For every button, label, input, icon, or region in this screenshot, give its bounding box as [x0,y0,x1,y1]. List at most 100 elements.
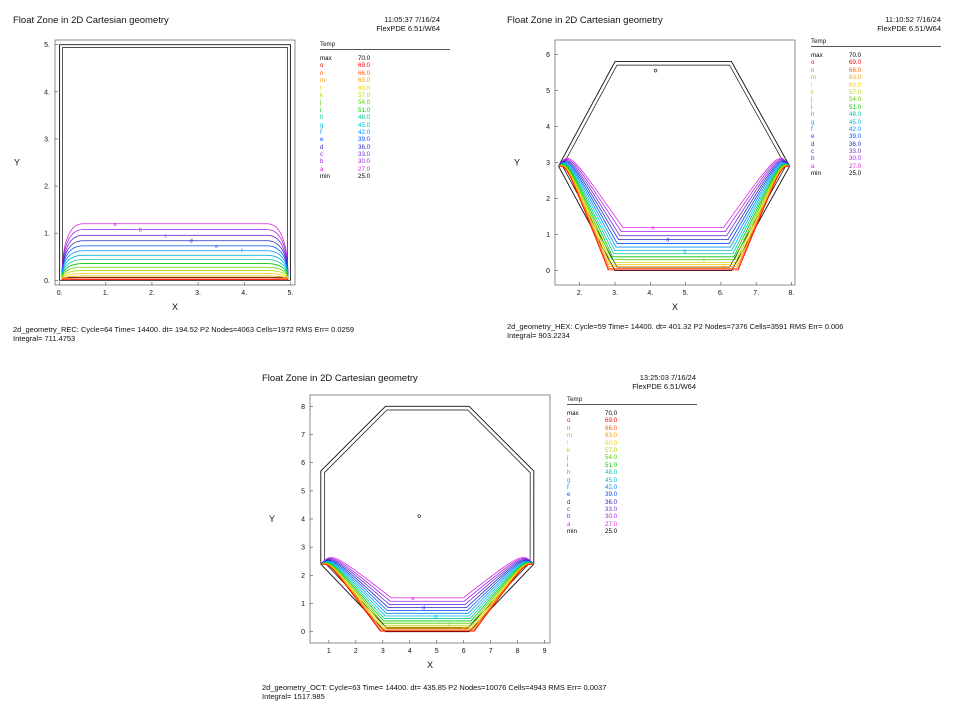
legend-value: 36.0 [358,143,371,151]
x-axis-label: X [427,660,433,670]
legend-row-h: h 48.0 [567,469,697,476]
contour-line-c [320,558,535,605]
contour-label: a [652,225,656,231]
legend-row-i: i 51.0 [811,104,941,111]
legend-value: 69.0 [605,417,618,425]
x-tick-label: 0. [57,290,63,297]
contour-line-a [61,223,289,280]
legend-value: 45.0 [849,118,862,126]
contour-label: c [164,233,167,239]
legend-key: b [811,155,815,163]
legend-row-o: o 69.0 [320,62,450,69]
legend-value: 36.0 [605,498,618,506]
y-tick-label: 3 [301,545,305,552]
legend-row-max: max 70.0 [811,52,941,59]
legend-row-l: l 60.0 [320,85,450,92]
contour-line-f [558,162,790,248]
x-tick-label: 5. [683,290,689,297]
x-tick-label: 7 [489,648,493,655]
legend-rows: max 70.0 o 69.0 n 66.0 m 63.0 l 60.0 k 57.0 j 54.0 i 51… [320,55,450,181]
legend: Temp max 70.0 o 69.0 n 66.0 m 63.0 l 60.0 k 57.0 j 54… [811,38,941,178]
x-tick-label: 2. [577,290,583,297]
legend-row-min: min 25.0 [320,173,450,180]
legend-key: i [320,106,322,114]
x-tick-label: 3 [381,648,385,655]
x-tick-label: 3. [612,290,618,297]
footer: 2d_geometry_HEX: Cycle=59 Time= 14400. d… [507,322,843,340]
contour-line-a [558,157,791,228]
domain-boundary-outer [557,61,791,272]
timestamp: 13:25:03 7/16/24 [639,373,696,382]
legend-key: h [320,114,324,122]
legend-key: o [811,59,815,67]
run-info: 2d_geometry_OCT: Cycle=63 Time= 14400. d… [262,683,607,692]
legend-value: 27.0 [605,520,618,528]
contour-line-g [320,561,535,617]
legend-value: 70.0 [849,52,862,59]
legend-value: 51.0 [358,106,371,114]
legend-row-c: c 33.0 [811,148,941,155]
legend-value: 54.0 [849,96,862,104]
x-axis-label: X [672,302,678,312]
y-tick-label: 3 [546,160,550,167]
legend-key: e [320,136,324,144]
legend-row-f: f 42.0 [811,126,941,133]
legend-value: 57.0 [605,446,618,454]
legend-value: 33.0 [605,506,618,514]
legend-key: m [320,77,326,85]
y-tick-label: 4 [546,124,550,131]
contour-label: j [702,258,704,264]
x-tick-label: 2 [354,648,358,655]
contour-label: d [666,238,669,244]
y-tick-label: 1 [301,601,305,608]
legend-value: 39.0 [358,136,371,144]
x-tick-label: 9 [543,648,547,655]
contour-line-i [558,164,790,258]
legend-row-l: l 60.0 [811,82,941,89]
contour-line-f [61,250,289,280]
legend-value: 42.0 [849,125,862,133]
integral-value: Integral= 1517.985 [262,692,325,701]
integral-value: Integral= 711.4753 [13,334,76,343]
legend-key: i [567,461,569,469]
x-tick-label: 7. [753,290,759,297]
legend-row-b: b 30.0 [567,513,697,520]
legend-value: 60.0 [358,84,371,92]
legend-value: 48.0 [849,111,862,119]
legend-key: h [811,111,815,119]
legend-value: 63.0 [605,432,618,440]
legend-row-i: i 51.0 [320,107,450,114]
legend-value: 30.0 [605,513,618,521]
legend-row-n: n 66.0 [320,70,450,77]
legend-row-k: k 57.0 [567,447,697,454]
legend-row-g: g 45.0 [567,477,697,484]
contour-plot-rec: 0. 1. 2. 3. 4. 5. 0. 1. 2. 3. 4. 5. X Ya b c d e f [14,39,296,312]
contour-line-j [558,164,790,261]
y-tick-label: 4 [301,517,305,524]
y-tick-label: 7 [301,432,305,439]
y-axis-label: Y [514,158,520,168]
x-tick-label: 5. [287,290,293,297]
contour-line-m [61,275,289,280]
legend-row-o: o 69.0 [811,59,941,66]
legend-key: b [320,158,324,166]
legend-key: max [320,55,332,62]
legend-key: k [567,446,571,454]
legend-value: 45.0 [358,121,371,129]
legend-value: 33.0 [849,148,862,156]
legend-rows: max 70.0 o 69.0 n 66.0 m 63.0 l 60.0 k 57.0 j 54.0 i 51… [811,52,941,178]
y-tick-label: 0 [301,629,305,636]
y-tick-label: 0. [44,278,50,285]
x-tick-label: 6 [462,648,466,655]
legend-value: 48.0 [605,469,618,477]
legend-row-j: j 54.0 [811,96,941,103]
contour-line-k [61,270,289,280]
legend-row-f: f 42.0 [320,129,450,136]
legend-row-k: k 57.0 [320,92,450,99]
legend-key: d [320,143,324,151]
legend-value: 69.0 [849,59,862,67]
contour-line-j [320,562,534,624]
x-tick-label: 4. [241,290,247,297]
contour-line-g [61,254,289,280]
chart-title: Float Zone in 2D Cartesian geometry [507,15,663,26]
